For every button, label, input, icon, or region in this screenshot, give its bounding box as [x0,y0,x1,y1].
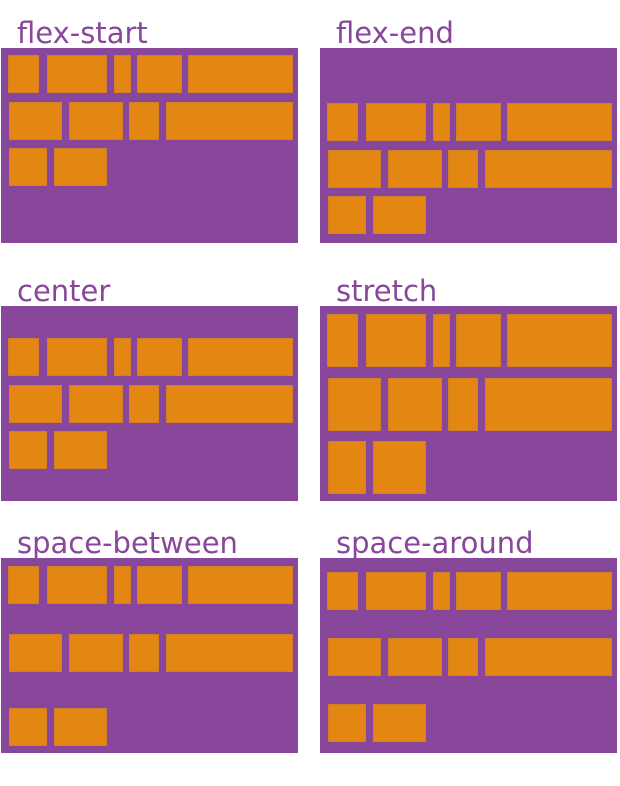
flex-item [47,338,107,376]
flex-item [9,708,47,746]
flex-item [433,314,450,367]
flex-item [54,708,107,746]
flex-container-space-around [320,558,617,753]
flex-item [373,704,426,742]
flex-item [9,431,47,469]
flex-item [166,102,293,140]
flex-item [166,634,293,672]
flex-item [456,572,501,610]
flex-item [54,431,107,469]
flex-item [366,314,426,367]
flex-item [137,566,182,604]
flex-item [47,566,107,604]
flex-item [327,314,358,367]
flex-item [137,338,182,376]
flex-item [448,638,478,676]
flex-item [9,102,62,140]
flex-item [166,385,293,423]
flex-item [456,314,501,367]
flex-item [9,634,62,672]
flex-item [8,338,39,376]
flex-item [327,572,358,610]
flex-item [69,385,123,423]
flex-item [507,314,612,367]
flex-item [456,103,501,141]
flex-item [328,441,366,494]
flex-container-flex-end [320,48,617,243]
flex-item [328,150,381,188]
flex-item [129,102,159,140]
panel-label: space-around [336,526,534,560]
flex-item [69,102,123,140]
flex-item [114,566,131,604]
flex-item [373,441,426,494]
panel-label: flex-end [336,16,454,50]
flex-container-space-between [1,558,298,753]
flex-item [485,638,612,676]
flex-item [47,55,107,93]
flex-item [114,55,131,93]
flex-item [433,572,450,610]
flex-item [137,55,182,93]
flex-item [328,638,381,676]
panel-label: flex-start [17,16,148,50]
panel-label: stretch [336,274,438,308]
flex-item [373,196,426,234]
flex-item [8,55,39,93]
panel-label: space-between [17,526,238,560]
flex-item [327,103,358,141]
flex-container-flex-start [1,48,298,243]
flex-item [69,634,123,672]
panel-label: center [17,274,111,308]
flex-item [9,148,47,186]
flex-item [388,638,442,676]
flex-container-stretch [320,306,617,501]
flex-item [507,103,612,141]
flex-item [507,572,612,610]
flex-item [328,378,381,431]
flex-item [54,148,107,186]
flex-item [388,150,442,188]
flex-item [388,378,442,431]
flex-item [328,196,366,234]
flex-item [485,378,612,431]
flex-item [8,566,39,604]
flex-item [129,385,159,423]
flex-container-center [1,306,298,501]
flex-item [433,103,450,141]
flex-item [448,378,478,431]
flex-item [448,150,478,188]
flex-item [188,55,293,93]
flex-item [485,150,612,188]
flex-item [114,338,131,376]
flex-item [328,704,366,742]
flex-item [188,338,293,376]
flex-item [9,385,62,423]
flex-item [129,634,159,672]
flex-item [366,103,426,141]
flex-item [188,566,293,604]
flex-item [366,572,426,610]
